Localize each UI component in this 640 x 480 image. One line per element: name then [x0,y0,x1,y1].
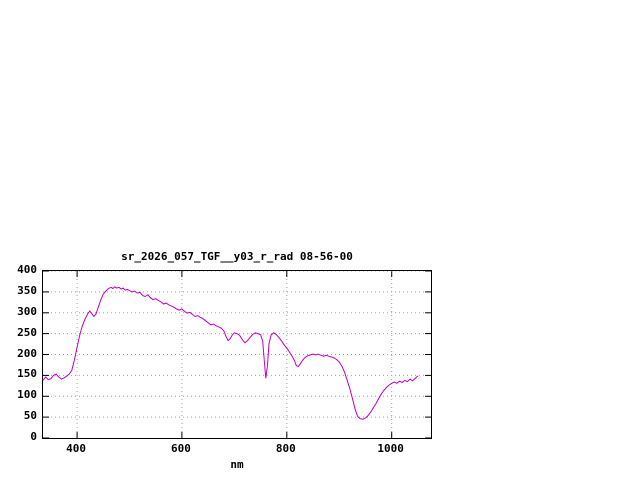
y-tick-label: 250 [17,325,37,339]
y-tick-label: 350 [17,283,37,297]
y-tick-label: 150 [17,367,37,381]
y-tick-label: 400 [17,263,37,276]
x-axis-label: nm [230,458,244,471]
y-tick-label: 300 [17,304,37,318]
x-tick-label: 800 [275,442,296,455]
x-tick-label: 600 [171,442,191,455]
plot-box [42,270,432,439]
chart-title: sr_2026_057_TGF__y03_r_rad 08-56-00 [121,250,353,263]
y-tick-label: 50 [23,409,37,423]
x-tick-label: 1000 [377,442,404,455]
y-tick-label: 100 [17,388,37,402]
x-tick-label: 400 [66,442,87,455]
y-tick-label: 0 [30,430,37,443]
spectrum-line-chart [43,271,431,438]
y-tick-label: 200 [17,346,37,360]
